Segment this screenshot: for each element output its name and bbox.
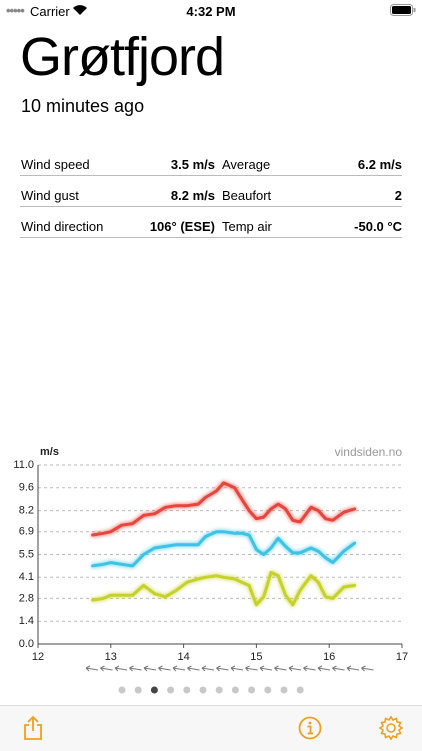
- stat-label: Wind gust: [21, 188, 79, 203]
- wind-arrow: [129, 665, 142, 672]
- stats-row: Wind gust 8.2 m/s Beaufort 2: [20, 185, 402, 207]
- wind-arrow: [216, 665, 229, 672]
- stat-label: Beaufort: [222, 188, 272, 203]
- wind-arrow: [317, 665, 331, 672]
- stat-value: 106° (ESE): [149, 219, 215, 234]
- page-dot: [231, 686, 239, 694]
- stats-cell: Wind speed 3.5 m/s: [20, 154, 221, 176]
- x-tick-label: 16: [323, 651, 335, 663]
- stats-cell: Wind gust 8.2 m/s: [20, 185, 221, 207]
- wind-arrow: [172, 665, 186, 672]
- page-dot: [150, 686, 158, 694]
- x-tick-label: 14: [177, 651, 189, 663]
- page-dot: [248, 686, 256, 694]
- page-dot: [134, 686, 142, 694]
- stat-value: -50.0 °C: [354, 219, 402, 234]
- info-button[interactable]: [298, 716, 322, 740]
- wifi-icon: [73, 5, 87, 15]
- wind-arrow: [332, 665, 345, 672]
- x-tick-label: 15: [250, 651, 262, 663]
- page-dot: [167, 686, 175, 694]
- wind-arrow: [346, 665, 360, 672]
- y-tick-label: 6.9: [19, 526, 34, 538]
- stat-label: Wind speed: [21, 157, 90, 172]
- clock: 4:32 PM: [186, 4, 236, 19]
- page-dot: [296, 686, 304, 694]
- wind-arrow: [114, 665, 128, 672]
- toolbar: [0, 705, 422, 751]
- wind-arrow: [361, 665, 374, 672]
- x-tick-label: 12: [32, 651, 44, 663]
- station-title: Grøtfjord: [20, 27, 225, 87]
- signal: •••••: [6, 3, 25, 18]
- y-tick-label: 0.0: [19, 638, 34, 650]
- wind-arrow: [288, 665, 302, 672]
- wind-arrow: [201, 665, 215, 672]
- share-button[interactable]: [22, 715, 44, 741]
- series-line: [91, 570, 357, 607]
- stat-label: Temp air: [222, 219, 272, 234]
- source-label: vindsiden.no: [335, 445, 403, 459]
- wind-arrow: [303, 665, 316, 672]
- y-tick-label: 8.2: [19, 504, 34, 516]
- y-tick-label: 9.6: [19, 482, 34, 494]
- stats-row: Wind direction 106° (ESE) Temp air -50.0 °C: [20, 216, 402, 238]
- wind-arrow: [100, 665, 113, 672]
- status-bar: ••••• Carrier 4:32 PM: [0, 0, 422, 22]
- wind-arrow: [85, 665, 99, 672]
- page-dot: [215, 686, 223, 694]
- stats-cell: Wind direction 106° (ESE): [20, 216, 221, 238]
- wind-arrow: [245, 665, 258, 672]
- stat-label: Average: [222, 157, 271, 172]
- page-dot: [199, 686, 207, 694]
- x-tick-label: 17: [396, 651, 408, 663]
- series-line: [91, 530, 357, 568]
- wind-chart: m/s vindsiden.no 0.0 1.4 2.8 4.1 5.5 6.9 8.2 9.6 1…: [13, 445, 408, 694]
- page-dot: [118, 686, 126, 694]
- page-dot: [264, 686, 272, 694]
- updated-label: 10 minutes ago: [21, 96, 145, 116]
- page-dot: [280, 686, 288, 694]
- y-tick-label: 5.5: [19, 548, 34, 560]
- y-axis-label: m/s: [40, 446, 59, 458]
- y-tick-label: 11.0: [13, 459, 34, 471]
- y-tick-label: 1.4: [19, 615, 34, 627]
- stat-value: 3.5 m/s: [170, 157, 215, 172]
- stats-cell: Average 6.2 m/s: [221, 154, 402, 176]
- settings-button[interactable]: [378, 715, 404, 741]
- wind-arrow: [158, 665, 171, 672]
- stats-cell: Beaufort 2: [221, 185, 402, 207]
- stat-value: 2: [394, 188, 402, 203]
- x-tick-label: 13: [105, 651, 117, 663]
- stats-row: Wind speed 3.5 m/s Average 6.2 m/s: [20, 154, 402, 176]
- wind-arrow: [230, 665, 244, 672]
- stats-cell: Temp air -50.0 °C: [221, 216, 402, 238]
- battery-icon: [390, 4, 416, 16]
- wind-arrow: [187, 665, 200, 672]
- page-dot: [183, 686, 191, 694]
- stat-label: Wind direction: [21, 219, 104, 234]
- y-tick-label: 2.8: [19, 592, 34, 604]
- wind-arrow: [143, 665, 157, 672]
- carrier: Carrier: [30, 4, 70, 19]
- stat-value: 6.2 m/s: [357, 157, 402, 172]
- wind-arrow: [259, 665, 273, 672]
- wind-arrow: [274, 665, 287, 672]
- series-line: [91, 481, 357, 537]
- y-tick-label: 4.1: [19, 571, 34, 583]
- stat-value: 8.2 m/s: [170, 188, 215, 203]
